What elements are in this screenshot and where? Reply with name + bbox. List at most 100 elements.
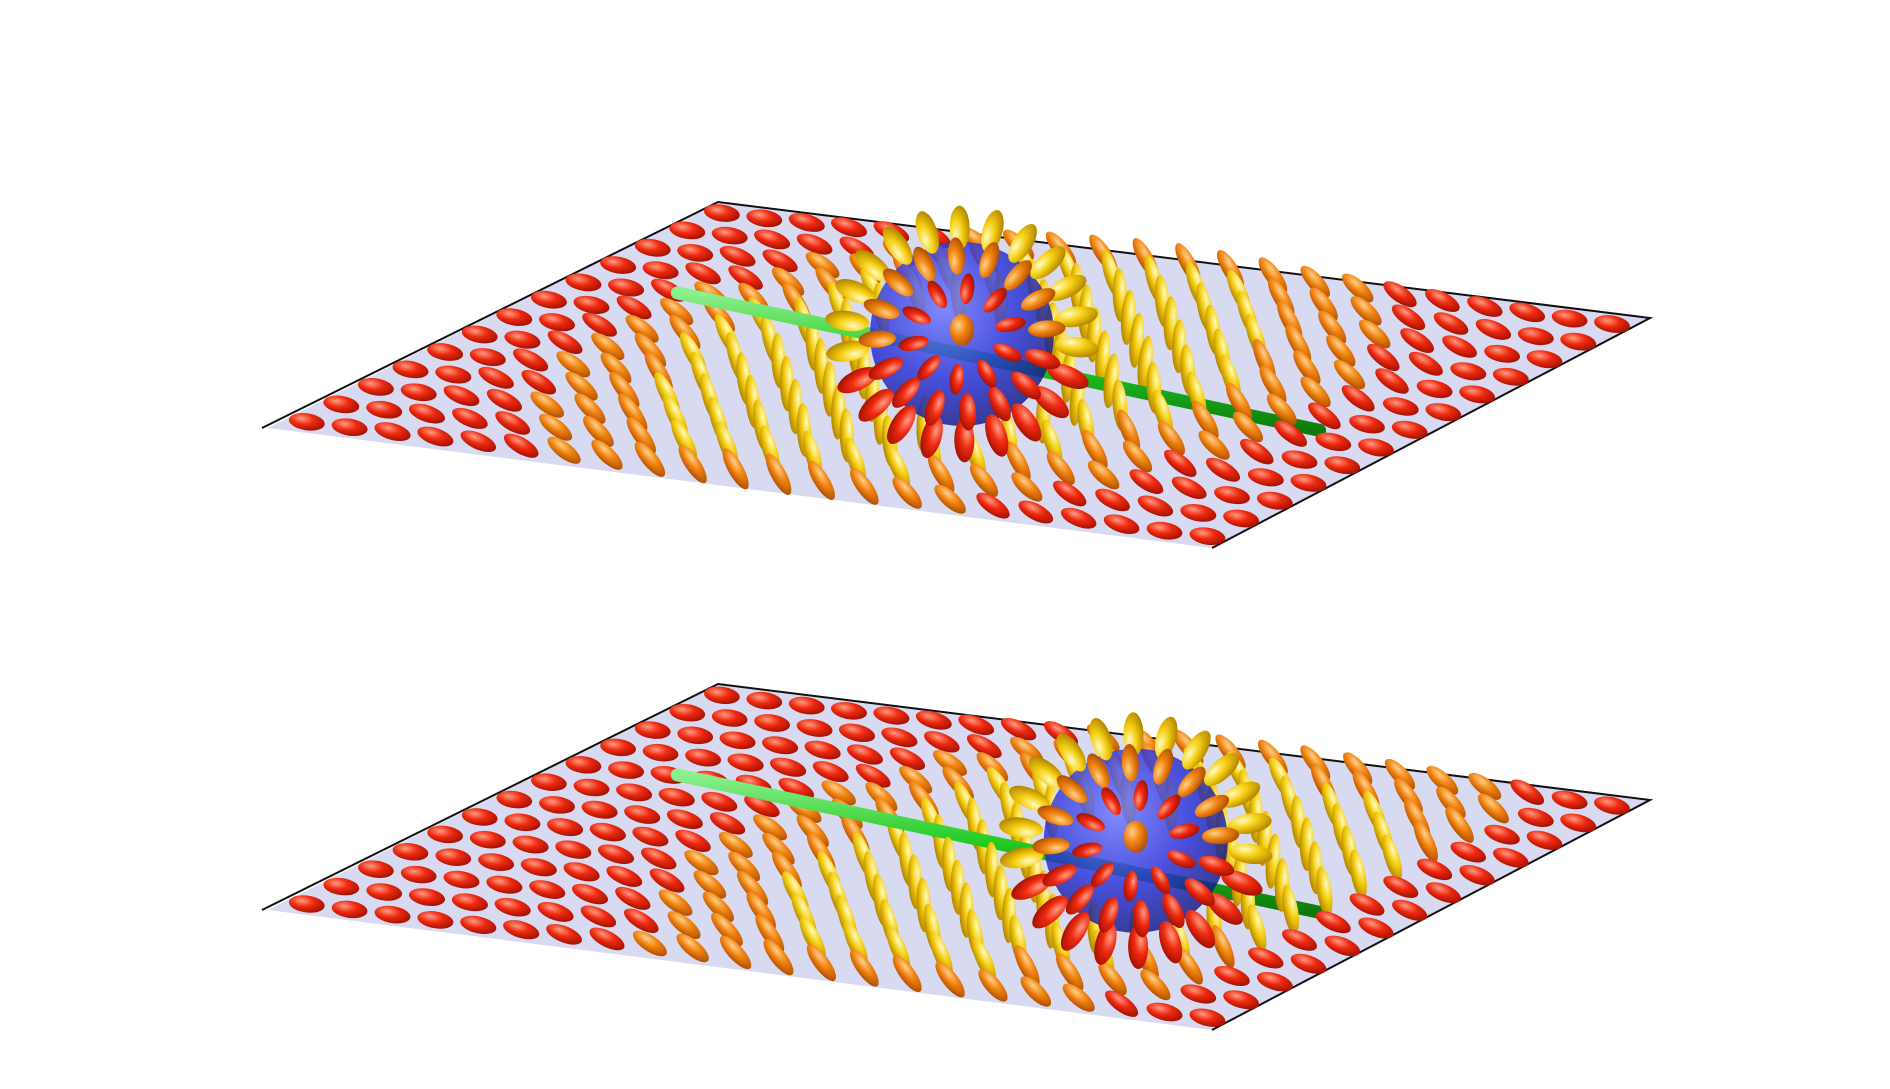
director-ellipsoid (427, 825, 463, 844)
surface-director-ellipsoid (1086, 753, 1110, 788)
director-ellipsoid (702, 891, 735, 923)
director-ellipsoid (496, 308, 533, 327)
director-ellipsoid (886, 445, 911, 489)
director-ellipsoid (504, 813, 541, 832)
director-ellipsoid (600, 256, 637, 274)
surface-director-ellipsoid (1054, 336, 1099, 358)
director-ellipsoid (1191, 400, 1219, 440)
director-ellipsoid (1157, 420, 1186, 456)
director-ellipsoid (966, 734, 1002, 759)
director-ellipsoid (711, 226, 748, 245)
director-ellipsoid (804, 740, 841, 760)
director-ellipsoid (573, 295, 610, 314)
surface-director-ellipsoid (1054, 306, 1098, 328)
surface-director-ellipsoid (924, 390, 945, 426)
director-ellipsoid (1000, 717, 1037, 741)
director-ellipsoid (1281, 450, 1318, 469)
director-ellipsoid (927, 454, 955, 494)
director-ellipsoid (1137, 495, 1174, 517)
director-ellipsoid (1384, 758, 1416, 790)
surface-director-ellipsoid (902, 306, 932, 325)
director-ellipsoid (1309, 287, 1338, 321)
director-ellipsoid (563, 862, 600, 882)
nematic-sheet (268, 684, 1650, 1030)
director-ellipsoid (669, 703, 706, 722)
surface-director-ellipsoid (1182, 730, 1211, 770)
director-ellipsoid (1300, 265, 1331, 298)
director-ellipsoid (709, 812, 746, 835)
director-ellipsoid (1333, 359, 1366, 390)
director-ellipsoid (685, 262, 721, 285)
surface-director-ellipsoid (1008, 223, 1037, 263)
director-ellipsoid (1146, 521, 1183, 540)
director-ellipsoid (1290, 473, 1327, 492)
director-ellipsoid (847, 744, 883, 765)
director-ellipsoid (1594, 796, 1630, 815)
director-ellipsoid (608, 278, 645, 297)
surface-director-ellipsoid (1045, 274, 1087, 302)
director-ellipsoid (972, 938, 996, 982)
director-ellipsoid (1383, 875, 1419, 898)
director-ellipsoid (1324, 935, 1361, 957)
surface-director-ellipsoid (985, 414, 1009, 457)
surface-director-ellipsoid (1184, 878, 1215, 907)
director-ellipsoid (574, 393, 606, 424)
surface-director-ellipsoid (999, 847, 1044, 869)
director-ellipsoid (892, 476, 922, 509)
director-ellipsoid (618, 393, 648, 432)
surface-director-ellipsoid (1201, 827, 1240, 845)
director-ellipsoid (763, 939, 794, 976)
director-ellipsoid (366, 883, 403, 901)
surface-director-ellipsoid (917, 355, 941, 381)
director-ellipsoid (591, 332, 625, 361)
director-ellipsoid (461, 808, 498, 826)
director-ellipsoid (1180, 984, 1217, 1004)
director-ellipsoid (443, 870, 480, 889)
panel-top (261, 200, 1654, 549)
director-ellipsoid (357, 378, 394, 396)
surface-director-ellipsoid (835, 279, 877, 305)
surface-director-ellipsoid (1047, 363, 1089, 389)
director-ellipsoid (1560, 332, 1597, 351)
director-ellipsoid (722, 448, 749, 490)
director-ellipsoid (799, 917, 826, 960)
director-ellipsoid (496, 790, 533, 809)
director-ellipsoid (323, 395, 360, 414)
director-ellipsoid (677, 726, 714, 745)
director-ellipsoid (537, 901, 574, 922)
director-ellipsoid (1122, 440, 1153, 473)
surface-director-ellipsoid (983, 287, 1007, 313)
surface-director-ellipsoid (1162, 893, 1185, 928)
director-ellipsoid (606, 865, 643, 887)
director-ellipsoid (1349, 893, 1385, 916)
director-ellipsoid (1445, 806, 1474, 843)
director-ellipsoid (451, 893, 488, 912)
director-ellipsoid (1467, 296, 1503, 317)
director-ellipsoid (530, 391, 565, 418)
director-ellipsoid (556, 351, 591, 378)
director-ellipsoid (719, 245, 756, 267)
director-ellipsoid (427, 343, 464, 361)
director-ellipsoid (1381, 834, 1403, 881)
director-ellipsoid (746, 891, 776, 930)
director-ellipsoid (703, 204, 740, 222)
director-ellipsoid (417, 426, 454, 447)
director-ellipsoid (565, 756, 602, 774)
director-ellipsoid (539, 313, 575, 332)
director-ellipsoid (754, 229, 791, 250)
director-ellipsoid (678, 444, 707, 484)
director-ellipsoid (1315, 911, 1351, 934)
director-ellipsoid (1146, 1002, 1183, 1022)
surface-director-ellipsoid (837, 366, 879, 394)
surface-director-ellipsoid (959, 393, 977, 431)
surface-director-ellipsoid (1206, 892, 1243, 925)
surface-director-ellipsoid (882, 268, 914, 297)
director-ellipsoid (1247, 904, 1267, 952)
director-ellipsoid (1281, 929, 1318, 951)
director-ellipsoid (1129, 469, 1164, 495)
director-ellipsoid (958, 714, 995, 736)
director-ellipsoid (649, 868, 685, 893)
director-ellipsoid (495, 411, 531, 435)
director-ellipsoid (323, 877, 360, 896)
director-ellipsoid (1011, 472, 1043, 502)
